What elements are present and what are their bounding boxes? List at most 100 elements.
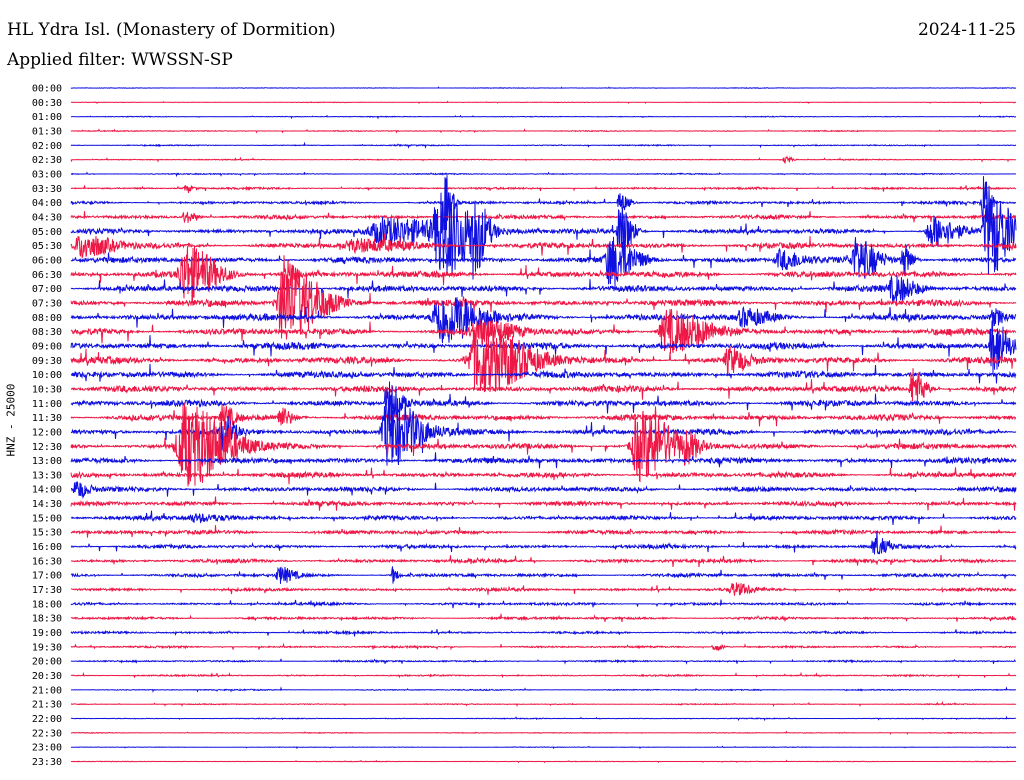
trace-row-0000 [70,86,1017,90]
row-time-label: 18:30 [32,614,62,625]
trace-row-0730 [70,266,1017,339]
row-time-label: 02:30 [32,155,62,166]
row-time-label: 22:30 [32,728,62,739]
trace-row-0630 [70,245,1017,303]
row-time-label: 05:00 [32,227,62,238]
row-time-label: 04:00 [32,198,62,209]
trace-row-0430 [70,211,1016,224]
trace-row-1330 [70,467,1017,485]
row-time-label: 03:00 [32,169,62,180]
row-time-label: 23:00 [32,743,62,754]
row-time-label: 20:30 [32,671,62,682]
row-time-label: 21:30 [32,700,62,711]
trace-row-0130 [70,128,1017,134]
row-time-label: 03:30 [32,184,62,195]
row-time-label: 00:30 [32,98,62,109]
trace-row-0300 [70,171,1016,178]
row-time-label: 10:30 [32,384,62,395]
trace-row-0330 [71,185,1017,194]
row-time-label: 14:00 [32,485,62,496]
row-time-label: 13:00 [32,456,62,467]
trace-row-2330 [70,759,1017,764]
row-time-label: 08:00 [32,313,62,324]
trace-row-1930 [70,642,1017,652]
row-time-label: 09:00 [32,341,62,352]
row-time-label: 16:00 [32,542,62,553]
row-time-label: 01:30 [32,126,62,137]
trace-row-1730 [70,582,1017,596]
trace-row-1600 [70,531,1017,555]
row-time-label: 07:30 [32,298,62,309]
row-time-label: 02:00 [32,141,62,152]
trace-row-0200 [70,141,1017,150]
trace-row-2300 [71,745,1017,750]
row-time-label: 15:00 [32,513,62,524]
row-time-label: 20:00 [32,657,62,668]
row-time-label: 22:00 [32,714,62,725]
trace-row-2100 [70,686,1017,693]
trace-row-1000 [70,363,1017,384]
row-time-label: 06:00 [32,255,62,266]
row-time-label: 09:30 [32,356,62,367]
row-time-label: 21:00 [32,685,62,696]
row-time-label: 23:30 [32,757,62,768]
row-time-label: 01:00 [32,112,62,123]
trace-row-1900 [70,629,1017,637]
trace-row-1230 [70,403,1017,487]
trace-row-0930 [70,327,1017,393]
trace-row-1530 [70,525,1017,538]
trace-row-1630 [70,554,1017,568]
trace-row-1830 [70,613,1017,623]
trace-row-1200 [70,397,1017,466]
trace-row-2000 [70,658,1016,665]
row-time-label: 17:00 [32,571,62,582]
row-time-label: 14:30 [32,499,62,510]
trace-row-0900 [70,320,1017,373]
row-time-label: 04:30 [32,212,62,223]
trace-row-0530 [70,233,1017,259]
row-time-label: 16:30 [32,556,62,567]
row-time-label: 15:30 [32,528,62,539]
row-time-label: 19:00 [32,628,62,639]
trace-row-1700 [70,566,1017,584]
trace-row-1100 [70,381,1017,426]
trace-row-0030 [70,100,1017,105]
row-time-label: 12:00 [32,427,62,438]
trace-row-1500 [70,510,1017,525]
row-time-label: 19:30 [32,642,62,653]
row-time-label: 08:30 [32,327,62,338]
trace-row-2200 [70,715,1017,722]
trace-row-1800 [70,599,1017,609]
trace-row-2130 [71,700,1017,708]
trace-row-1300 [70,452,1017,469]
row-time-label: 12:30 [32,442,62,453]
row-time-label: 18:00 [32,599,62,610]
row-time-label: 05:30 [32,241,62,252]
row-time-label: 07:00 [32,284,62,295]
trace-row-0800 [70,297,1017,343]
trace-row-0600 [70,236,1017,287]
trace-row-2230 [70,730,1017,735]
row-time-label: 11:00 [32,399,62,410]
trace-row-1130 [70,404,1017,431]
trace-row-1400 [71,481,1017,500]
row-time-label: 06:30 [32,270,62,281]
trace-row-0100 [71,114,1016,120]
trace-row-0400 [70,175,1017,231]
date-label: 2024-11-25 [917,20,1016,40]
trace-row-0830 [70,309,1017,354]
station-title: HL Ydra Isl. (Monastery of Dormition) [7,20,336,40]
row-time-label: 10:00 [32,370,62,381]
trace-row-0500 [70,188,1017,280]
trace-row-0230 [70,155,1017,164]
trace-row-1430 [70,496,1017,511]
trace-row-0700 [70,274,1017,303]
row-time-label: 00:00 [32,84,62,95]
trace-row-2030 [70,671,1017,679]
trace-row-1030 [71,368,1017,403]
row-time-label: 17:30 [32,585,62,596]
filter-label: Applied filter: WWSSN-SP [7,50,233,70]
row-time-label: 11:30 [32,413,62,424]
